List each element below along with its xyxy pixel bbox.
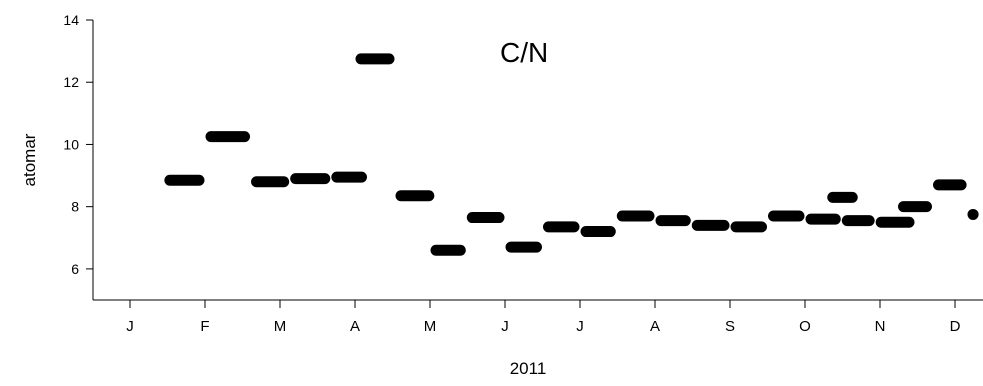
y-tick-label: 12	[63, 74, 79, 90]
y-tick-label: 10	[63, 136, 79, 152]
x-tick-label: M	[424, 318, 437, 335]
x-tick-label: J	[576, 318, 584, 335]
x-tick-label: N	[875, 318, 886, 335]
x-tick-label: J	[501, 318, 509, 335]
x-tick-label: J	[126, 318, 134, 335]
x-tick-label: S	[725, 318, 735, 335]
x-tick-label: F	[200, 318, 209, 335]
x-tick-label: A	[350, 318, 360, 335]
y-ticks: 6 8 10 12 14	[63, 12, 93, 277]
y-tick-label: 8	[71, 199, 79, 215]
data-marks	[164, 53, 979, 256]
y-axis-label: atomar	[20, 133, 39, 186]
x-axis-label: 2011	[510, 359, 547, 378]
x-tick-label: D	[950, 318, 961, 335]
x-tick-label: A	[650, 318, 660, 335]
y-tick-label: 6	[71, 261, 79, 277]
y-tick-label: 14	[63, 12, 79, 28]
x-tick-label: M	[274, 318, 287, 335]
chart-title: C/N	[500, 37, 548, 68]
x-tick-label: O	[799, 318, 811, 335]
axes	[92, 20, 983, 301]
